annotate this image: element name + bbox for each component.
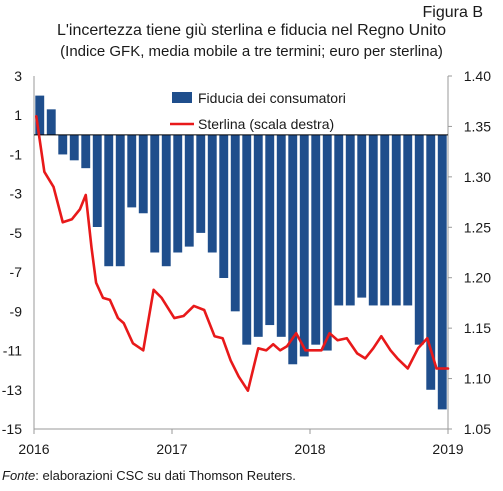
y-left-tick-label: -1: [10, 146, 23, 162]
bar: [173, 134, 183, 253]
y-left-tick-label: 3: [14, 68, 22, 84]
bar: [219, 134, 229, 278]
chart-title: L'incertezza tiene giù sterlina e fiduci…: [56, 22, 447, 39]
bar: [380, 134, 390, 306]
chart-subtitle: (Indice GFK, media mobile a tre termini;…: [60, 43, 443, 60]
bar: [357, 134, 367, 298]
x-tick-label: 2018: [294, 441, 325, 457]
bar: [276, 134, 286, 337]
bar: [127, 134, 137, 208]
source-text: : elaborazioni CSC su dati Thomson Reute…: [35, 468, 296, 483]
bar: [69, 134, 79, 161]
bar: [104, 134, 114, 267]
bar: [242, 134, 252, 345]
bar: [253, 134, 263, 337]
bar: [184, 134, 194, 247]
y-left-tick-label: -7: [10, 264, 23, 280]
y-right-tick-label: 1.20: [464, 270, 491, 286]
bar: [426, 134, 436, 390]
bar: [58, 134, 68, 155]
bar: [299, 134, 309, 357]
series-line-sterlina: [34, 115, 450, 392]
bar: [115, 134, 125, 267]
bar: [207, 134, 217, 253]
bar: [311, 134, 321, 345]
y-left-tick-label: -15: [2, 421, 22, 437]
y-right-tick-label: 1.40: [464, 68, 491, 84]
bar: [334, 134, 344, 306]
bar: [230, 134, 240, 312]
bar: [92, 134, 102, 227]
bar: [161, 134, 171, 267]
bar: [150, 134, 160, 253]
legend-label-fiducia: Fiducia dei consumatori: [198, 90, 346, 106]
bar: [414, 134, 424, 345]
bar: [403, 134, 413, 306]
y-right-tick-label: 1.35: [464, 118, 491, 134]
legend-label-sterlina: Sterlina (scala destra): [198, 116, 334, 132]
figure-label: Figura B: [422, 4, 483, 21]
y-right-tick-label: 1.25: [464, 219, 491, 235]
bar: [322, 134, 332, 351]
y-right-tick-label: 1.15: [464, 320, 491, 336]
x-tick-label: 2016: [18, 441, 49, 457]
bar: [391, 134, 401, 306]
legend-swatch-fiducia: [172, 92, 192, 103]
y-right-tick-label: 1.05: [464, 421, 491, 437]
y-left-tick-label: -13: [2, 382, 22, 398]
y-left-tick-label: -5: [10, 225, 23, 241]
bar: [35, 95, 45, 135]
bar: [345, 134, 355, 306]
y-left-tick-label: 1: [14, 107, 22, 123]
bar: [368, 134, 378, 306]
y-right-tick-label: 1.30: [464, 169, 491, 185]
source-prefix: Fonte: [2, 468, 36, 483]
y-right-tick-label: 1.10: [464, 371, 491, 387]
source-note: Fonte: elaborazioni CSC su dati Thomson …: [2, 468, 296, 483]
bar: [46, 109, 56, 135]
bar: [81, 134, 91, 169]
bar: [196, 134, 206, 233]
x-tick-label: 2017: [156, 441, 187, 457]
y-left-tick-label: -9: [10, 303, 23, 319]
bar: [265, 134, 275, 326]
bar: [288, 134, 298, 365]
bar: [437, 134, 447, 410]
y-left-tick-label: -11: [3, 343, 22, 359]
y-left-tick-label: -3: [10, 186, 23, 202]
bar: [138, 134, 148, 214]
x-tick-label: 2019: [432, 441, 463, 457]
